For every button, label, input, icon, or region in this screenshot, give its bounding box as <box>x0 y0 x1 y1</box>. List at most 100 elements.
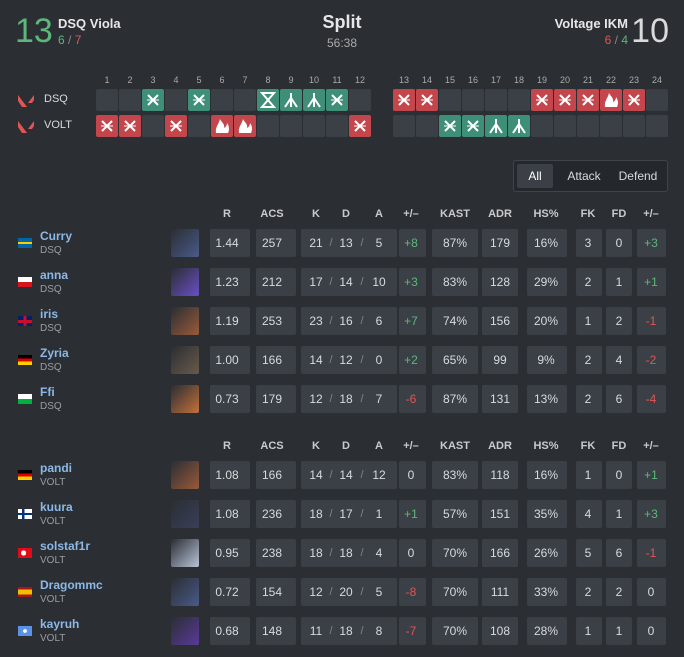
player-name: solstaf1r <box>40 539 91 553</box>
agent-portrait <box>171 539 199 567</box>
stat-cell <box>576 346 602 374</box>
round-cell <box>234 115 256 137</box>
stat-value: 13% <box>533 392 559 406</box>
stat-cell <box>482 500 518 528</box>
kda-separator: / <box>329 469 333 481</box>
round-number: 10 <box>308 75 320 85</box>
stat-cell <box>256 229 296 257</box>
column-header: A <box>375 208 383 220</box>
kda-separator: / <box>329 354 333 366</box>
round-cell <box>96 115 118 137</box>
stat-cell <box>399 578 426 606</box>
stat-cell <box>606 461 632 489</box>
stat-value: -1 <box>645 546 657 560</box>
stat-cell <box>210 539 250 567</box>
stat-value: 87% <box>442 236 468 250</box>
round-icon <box>628 94 640 106</box>
round-number: 22 <box>605 75 617 85</box>
round-cell <box>485 115 507 137</box>
stat-value: 238 <box>261 546 283 560</box>
team2-halves: 6 / 4 <box>605 33 628 47</box>
stat-cell <box>482 617 518 645</box>
separator: / <box>614 33 618 47</box>
stat-cell <box>527 461 567 489</box>
agent-portrait <box>171 617 199 645</box>
stat-cell <box>301 578 397 606</box>
stat-cell <box>301 307 397 335</box>
stat-cell <box>432 346 478 374</box>
stat-value: +3 <box>644 236 658 250</box>
round-number: 11 <box>332 75 342 85</box>
stat-cell <box>482 229 518 257</box>
stat-value: 179 <box>261 392 283 406</box>
stat-value: 16% <box>533 468 559 482</box>
column-header: ADR <box>488 440 512 452</box>
stat-value: 5 <box>584 546 592 560</box>
stat-value: 14 <box>339 275 353 289</box>
flag <box>18 626 32 636</box>
stat-value: 1 <box>375 507 383 521</box>
stat-value: 13 <box>339 236 353 250</box>
stat-cell <box>576 229 602 257</box>
stat-cell <box>606 617 632 645</box>
tab-bar: All Attack Defend <box>513 160 668 192</box>
stat-cell <box>210 268 250 296</box>
team2-score: 10 <box>631 12 669 50</box>
stat-value: +1 <box>644 468 658 482</box>
row-label: DSQ <box>44 93 68 105</box>
stat-value: 0.68 <box>215 624 239 638</box>
player-team: VOLT <box>40 477 66 488</box>
stat-value: +3 <box>404 275 418 289</box>
stat-value: 5 <box>375 585 383 599</box>
stat-value: 29% <box>533 275 559 289</box>
stat-cell <box>301 229 397 257</box>
round-cell <box>416 115 438 137</box>
round-cell <box>531 115 553 137</box>
stat-value: 0 <box>647 624 655 638</box>
stat-value: 18 <box>339 624 353 638</box>
stat-value: 257 <box>261 236 283 250</box>
stat-cell <box>482 578 518 606</box>
stat-cell <box>637 229 666 257</box>
column-header: KAST <box>440 440 470 452</box>
round-cell <box>165 115 187 137</box>
player-name: kuura <box>40 500 73 514</box>
stat-value: 6 <box>375 314 383 328</box>
row-label: VOLT <box>44 119 72 131</box>
stat-cell <box>527 346 567 374</box>
round-number: 19 <box>536 75 548 85</box>
stat-value: 74% <box>442 314 468 328</box>
round-cell <box>303 115 325 137</box>
tab[interactable]: Defend <box>618 169 658 183</box>
tab[interactable]: All <box>517 164 553 188</box>
team1-halves: 6 / 7 <box>58 33 81 47</box>
round-cell <box>188 89 210 111</box>
stat-cell <box>637 307 666 335</box>
stat-cell <box>527 268 567 296</box>
round-cell <box>211 89 233 111</box>
stat-value: 0 <box>407 468 415 482</box>
kda-separator: / <box>360 354 364 366</box>
flag <box>18 470 32 480</box>
stat-value: -4 <box>645 392 657 406</box>
player-team: VOLT <box>40 555 66 566</box>
tab[interactable]: Attack <box>567 169 601 183</box>
round-cell <box>623 115 645 137</box>
kda-separator: / <box>329 393 333 405</box>
half-score: 4 <box>621 33 628 47</box>
stat-value: 0.72 <box>215 585 239 599</box>
stat-value: 8 <box>375 624 383 638</box>
team-logo <box>18 120 34 133</box>
stat-value: 166 <box>261 468 283 482</box>
round-cell <box>485 89 507 111</box>
stat-value: 99 <box>493 353 507 367</box>
stat-cell <box>482 461 518 489</box>
stat-cell <box>301 346 397 374</box>
stat-value: 1.23 <box>215 275 239 289</box>
stat-value: 14 <box>309 468 323 482</box>
stat-cell <box>301 461 397 489</box>
map-name: Split <box>322 12 362 32</box>
stat-value: 17 <box>309 275 323 289</box>
round-number: 24 <box>651 75 663 85</box>
